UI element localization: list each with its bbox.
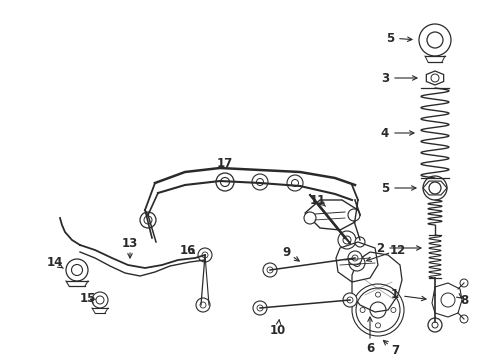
Text: 6: 6	[366, 342, 374, 355]
Circle shape	[196, 298, 210, 312]
Circle shape	[360, 307, 365, 312]
Circle shape	[348, 209, 360, 221]
Text: 15: 15	[80, 292, 96, 305]
Circle shape	[349, 255, 365, 271]
Circle shape	[263, 263, 277, 277]
Circle shape	[375, 292, 381, 297]
Text: 17: 17	[217, 157, 233, 170]
Circle shape	[92, 292, 108, 308]
Circle shape	[198, 248, 212, 262]
Circle shape	[253, 301, 267, 315]
Circle shape	[216, 173, 234, 191]
Text: 2: 2	[376, 242, 384, 255]
Text: 14: 14	[47, 256, 63, 270]
Text: 7: 7	[391, 343, 399, 356]
Circle shape	[287, 175, 303, 191]
Text: 5: 5	[386, 32, 394, 45]
Circle shape	[343, 293, 357, 307]
Text: 4: 4	[381, 126, 389, 140]
Text: 8: 8	[460, 293, 468, 306]
Circle shape	[66, 259, 88, 281]
Circle shape	[355, 237, 365, 247]
Text: 9: 9	[282, 246, 290, 258]
Circle shape	[423, 176, 447, 200]
Circle shape	[252, 174, 268, 190]
Circle shape	[375, 323, 381, 328]
Text: 13: 13	[122, 237, 138, 249]
Circle shape	[140, 212, 156, 228]
Circle shape	[304, 212, 316, 224]
Circle shape	[348, 251, 362, 265]
Text: 11: 11	[310, 194, 326, 207]
Circle shape	[391, 307, 396, 312]
Text: 16: 16	[180, 243, 196, 257]
Text: 12: 12	[390, 243, 406, 257]
Text: 10: 10	[270, 324, 286, 337]
Text: 5: 5	[381, 181, 389, 194]
Text: 3: 3	[381, 72, 389, 85]
Circle shape	[338, 231, 356, 249]
Text: 1: 1	[391, 288, 399, 302]
